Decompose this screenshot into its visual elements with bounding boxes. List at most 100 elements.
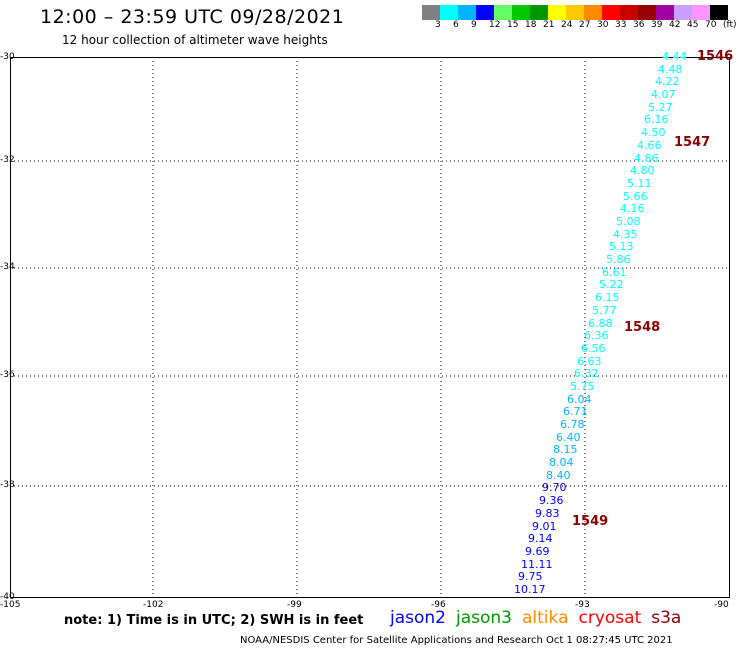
wave-height-value: 4.66 <box>637 139 662 152</box>
footer-credit: NOAA/NESDIS Center for Satellite Applica… <box>240 635 673 646</box>
longitude-label: -102 <box>143 600 164 610</box>
page-subtitle: 12 hour collection of altimeter wave hei… <box>62 33 328 47</box>
pass-number-label: 1548 <box>624 320 661 335</box>
pass-number-label: 1549 <box>572 514 609 529</box>
wave-height-value: 6.16 <box>644 113 669 126</box>
longitude-label: -93 <box>575 600 590 610</box>
latitude-label: -38 <box>0 480 15 490</box>
color-scale-label: 24 <box>561 20 573 30</box>
color-scale-label: 70 <box>705 20 717 30</box>
wave-height-value: 8.40 <box>546 469 571 482</box>
color-swatch <box>602 5 620 20</box>
color-swatch <box>530 5 548 20</box>
color-scale-label: 36 <box>633 20 645 30</box>
color-swatch <box>440 5 458 20</box>
satellite-legend-item: s3a <box>651 608 682 628</box>
satellite-legend: jason2 jason3 altika cryosat s3a <box>390 608 691 628</box>
color-scale-label: 3 <box>435 20 441 30</box>
wave-height-value: 5.27 <box>648 101 673 114</box>
color-scale-label: 42 <box>669 20 681 30</box>
wave-height-value: 9.69 <box>525 545 550 558</box>
color-swatch <box>458 5 476 20</box>
wave-height-value: 9.36 <box>539 494 564 507</box>
color-swatch <box>548 5 566 20</box>
color-swatch <box>710 5 728 20</box>
color-swatch <box>422 5 440 20</box>
wave-height-value: 9.14 <box>528 532 553 545</box>
satellite-legend-item: jason3 <box>456 608 512 628</box>
wave-height-value: 5.13 <box>609 240 634 253</box>
longitude-label: -96 <box>431 600 446 610</box>
wave-height-value: 6.40 <box>556 431 581 444</box>
color-scale-label: 30 <box>597 20 609 30</box>
wave-height-value: 5.66 <box>623 190 648 203</box>
wave-height-value: 4.86 <box>634 152 659 165</box>
latitude-label: -36 <box>0 370 15 380</box>
wave-height-value: 5.86 <box>606 253 631 266</box>
wave-height-value: 4.16 <box>620 202 645 215</box>
wave-height-value: 6.36 <box>584 329 609 342</box>
pass-number-label: 1546 <box>697 49 734 64</box>
pass-number-label: 1547 <box>674 135 711 150</box>
wave-height-value: 11.11 <box>521 558 553 571</box>
wave-height-value: 6.71 <box>563 405 588 418</box>
color-scale-label: 12 <box>489 20 501 30</box>
wave-height-value: 9.70 <box>542 481 567 494</box>
wave-height-value: 5.11 <box>627 177 652 190</box>
wave-height-value: 4.22 <box>655 75 680 88</box>
wave-height-value: 4.50 <box>641 126 666 139</box>
wave-height-value: 5.75 <box>570 380 595 393</box>
color-scale-label: 45 <box>687 20 699 30</box>
longitude-label: -105 <box>0 600 21 610</box>
wave-height-value: 6.61 <box>602 266 627 279</box>
wave-height-value: 5.08 <box>616 215 641 228</box>
wave-height-value: 5.77 <box>592 304 617 317</box>
color-scale-unit: (ft) <box>723 20 737 30</box>
color-swatch <box>692 5 710 20</box>
plot-frame <box>10 57 730 598</box>
map-plot-area <box>10 57 730 598</box>
color-swatch <box>620 5 638 20</box>
latitude-label: -34 <box>0 262 15 272</box>
latitude-label: -30 <box>0 52 15 62</box>
wave-height-value: 6.15 <box>595 291 620 304</box>
wave-height-value: 9.83 <box>535 507 560 520</box>
color-swatch <box>566 5 584 20</box>
color-swatch <box>674 5 692 20</box>
longitude-label: -99 <box>287 600 302 610</box>
wave-height-value: 4.44 <box>662 50 687 63</box>
wave-height-value: 10.17 <box>514 583 546 596</box>
wave-height-value: 6.32 <box>574 367 599 380</box>
color-scale-label: 21 <box>543 20 555 30</box>
wave-height-value: 4.48 <box>658 63 683 76</box>
units-note: note: 1) Time is in UTC; 2) SWH is in fe… <box>64 613 364 628</box>
wave-height-value: 9.01 <box>532 520 557 533</box>
color-swatch <box>512 5 530 20</box>
color-scale-bar <box>422 5 728 20</box>
wave-height-value: 9.75 <box>518 570 543 583</box>
color-scale-label: 18 <box>525 20 537 30</box>
wave-height-value: 6.56 <box>581 342 606 355</box>
wave-height-value: 8.04 <box>549 456 574 469</box>
wave-height-value: 4.35 <box>613 228 638 241</box>
wave-height-value: 4.80 <box>630 164 655 177</box>
longitude-label: -90 <box>714 600 729 610</box>
wave-height-value: 4.07 <box>651 88 676 101</box>
color-scale-label: 6 <box>453 20 459 30</box>
color-swatch <box>494 5 512 20</box>
wave-height-value: 8.15 <box>553 443 578 456</box>
wave-height-value: 6.04 <box>567 393 592 406</box>
wave-height-value: 6.88 <box>588 317 613 330</box>
satellite-legend-item: jason2 <box>390 608 446 628</box>
color-scale-label: 27 <box>579 20 591 30</box>
page-title: 12:00 – 23:59 UTC 09/28/2021 <box>40 6 345 28</box>
wave-height-value: 5.22 <box>599 278 624 291</box>
wave-height-value: 6.78 <box>560 418 585 431</box>
color-scale-label: 15 <box>507 20 519 30</box>
color-scale-label: 33 <box>615 20 627 30</box>
grid-lines <box>10 57 730 598</box>
color-swatch <box>656 5 674 20</box>
latitude-label: -40 <box>0 592 15 602</box>
color-swatch <box>638 5 656 20</box>
color-swatch <box>584 5 602 20</box>
